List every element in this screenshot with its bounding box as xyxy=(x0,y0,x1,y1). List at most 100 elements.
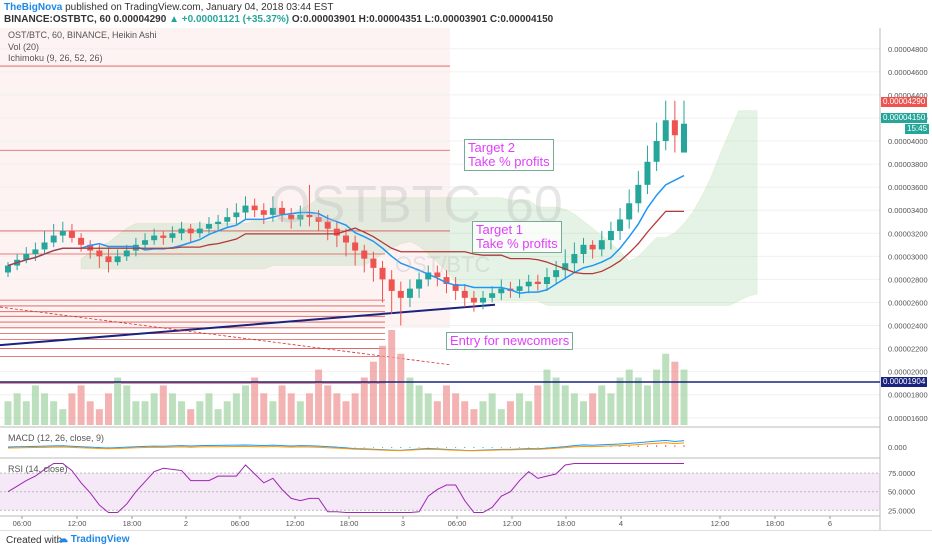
time-tick-label: 06:00 xyxy=(13,519,32,528)
vol-indicator-label[interactable]: Vol (20) xyxy=(8,42,40,52)
rsi-pane xyxy=(0,462,880,514)
candle-body xyxy=(114,256,121,263)
candle-body xyxy=(215,221,222,225)
price-tick-label: 0.00003400 xyxy=(888,206,928,215)
time-tick-label: 2 xyxy=(184,519,188,528)
last-price-tag: 0.00004290 xyxy=(881,97,928,107)
volume-bar xyxy=(369,361,377,425)
volume-bar xyxy=(516,393,524,425)
volume-bar xyxy=(132,401,140,425)
candle-body xyxy=(260,210,267,215)
annotation-line: Take % profits xyxy=(476,236,558,251)
ohlc-values: O:0.00003901 H:0.00004351 L:0.00003901 C… xyxy=(291,14,554,25)
volume-bar xyxy=(114,377,122,425)
volume-bar xyxy=(141,401,149,425)
author-link[interactable]: TheBigNova xyxy=(4,2,63,13)
macd-pane xyxy=(7,439,685,452)
candle-body xyxy=(662,120,669,142)
volume-bar xyxy=(479,401,487,425)
macd-indicator-label[interactable]: MACD (12, 26, close, 9) xyxy=(8,433,105,443)
candle-body xyxy=(498,288,505,294)
candle-body xyxy=(32,249,39,255)
volume-bar xyxy=(598,385,606,425)
countdown-tag: 15:45 xyxy=(905,124,930,134)
candle-body xyxy=(653,141,660,162)
candle-body xyxy=(187,228,194,234)
annotation-line: Target 2 xyxy=(468,140,515,155)
annotation-target-1[interactable]: Target 1 Take % profits xyxy=(472,221,562,253)
volume-bar xyxy=(342,401,350,425)
volume-bar xyxy=(178,401,186,425)
price-tick-label: 0.00003000 xyxy=(888,252,928,261)
watermark-pair: OST/BTC xyxy=(395,252,490,277)
candle-body xyxy=(543,277,550,285)
volume-bar xyxy=(634,377,642,425)
candle-body xyxy=(452,284,459,291)
main-series-label[interactable]: OST/BTC, 60, BINANCE, Heikin Ashi xyxy=(8,30,157,40)
candle-body xyxy=(59,230,66,236)
volume-bar xyxy=(214,409,222,425)
volume-bar xyxy=(168,393,176,425)
candle-body xyxy=(580,244,587,255)
candle-body xyxy=(324,221,331,229)
candle-body xyxy=(626,203,633,220)
candle-body xyxy=(288,214,295,220)
candle-body xyxy=(23,254,30,260)
volume-bar xyxy=(86,401,94,425)
volume-bar xyxy=(150,393,158,425)
rsi-indicator-label[interactable]: RSI (14, close) xyxy=(8,464,68,474)
candle-body xyxy=(306,214,313,218)
time-tick-label: 18:00 xyxy=(766,519,785,528)
volume-bars xyxy=(4,330,688,425)
candle-body xyxy=(671,120,678,136)
candle-body xyxy=(589,244,596,250)
candle-body xyxy=(489,293,496,298)
trend-line xyxy=(0,303,496,347)
tradingview-logo-icon[interactable]: ☁ TradingView xyxy=(58,534,130,545)
ichimoku-indicator-label[interactable]: Ichimoku (9, 26, 52, 26) xyxy=(8,53,103,63)
time-tick-label: 12:00 xyxy=(711,519,730,528)
up-triangle-icon: ▲ xyxy=(169,14,179,25)
volume-bar xyxy=(242,385,250,425)
volume-bar xyxy=(260,393,268,425)
time-axis[interactable]: 06:00 12:00 18:00 2 06:00 12:00 18:00 3 06:00 12:… xyxy=(13,516,832,528)
symbol-label[interactable]: BINANCE:OSTBTC, 60 xyxy=(4,14,111,25)
time-tick-label: 3 xyxy=(401,519,405,528)
volume-bar xyxy=(497,409,505,425)
volume-bar xyxy=(269,401,277,425)
volume-bar xyxy=(397,353,405,425)
candle-body xyxy=(68,230,75,238)
tradingview-brand: TradingView xyxy=(70,534,130,545)
signal-line xyxy=(7,442,685,452)
candles xyxy=(5,100,687,326)
candle-body xyxy=(251,205,258,211)
volume-bar xyxy=(580,401,588,425)
macd-line xyxy=(7,439,685,452)
annotation-entry[interactable]: Entry for newcomers xyxy=(446,332,574,350)
volume-bar xyxy=(506,401,514,425)
volume-bar xyxy=(104,393,112,425)
price-tick-label: 0.00001600 xyxy=(888,414,928,423)
created-with-text: Created with xyxy=(6,535,63,546)
level-price-tag: 0.00001904 xyxy=(881,377,928,387)
volume-bar xyxy=(415,385,423,425)
candle-body xyxy=(233,212,240,218)
volume-bar xyxy=(379,345,387,425)
annotation-target-2[interactable]: Target 2 Take % profits xyxy=(464,139,554,171)
candle-body xyxy=(105,256,112,263)
annotation-line: Target 1 xyxy=(476,222,523,237)
candle-body xyxy=(142,240,149,245)
horizontal-levels xyxy=(0,65,496,384)
price-tick-label: 0.00003200 xyxy=(888,229,928,238)
price-tick-label: 0.00002600 xyxy=(888,298,928,307)
candle-body xyxy=(406,288,413,298)
candle-body xyxy=(534,281,541,285)
price-tick-label: 0.00002400 xyxy=(888,322,928,331)
volume-bar xyxy=(287,393,295,425)
volume-bar xyxy=(680,369,688,425)
volume-bar xyxy=(433,401,441,425)
volume-bar xyxy=(159,385,167,425)
volume-bar xyxy=(442,385,450,425)
candle-body xyxy=(434,272,441,278)
